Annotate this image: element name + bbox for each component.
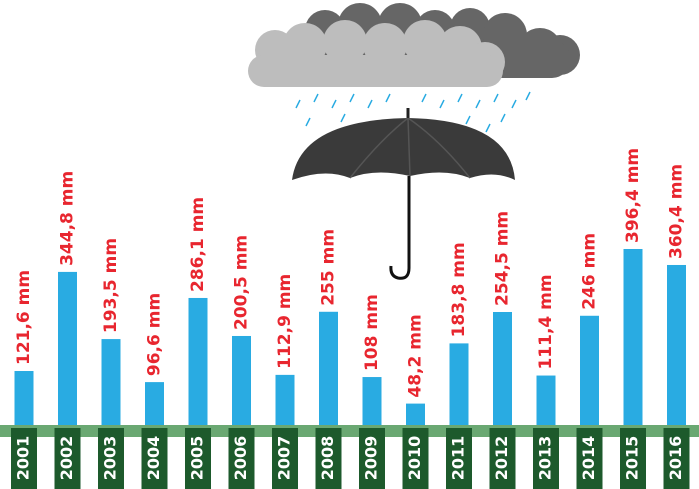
- value-label: 112,9 mm: [275, 274, 295, 369]
- value-label: 344,8 mm: [58, 171, 78, 266]
- cloud-illustration: [248, 3, 580, 133]
- bar: [623, 248, 643, 425]
- value-label: 111,4 mm: [536, 274, 556, 369]
- ground-band: [0, 425, 699, 437]
- x-tick-label: 2011: [449, 436, 468, 481]
- year-box: [533, 428, 559, 489]
- x-tick-label: 2013: [536, 436, 555, 481]
- value-label: 183,8 mm: [449, 242, 469, 337]
- x-tick-label: 2015: [623, 436, 642, 481]
- bar: [14, 371, 34, 425]
- value-label: 121,6 mm: [14, 270, 34, 365]
- value-label: 200,5 mm: [232, 235, 252, 330]
- year-box: [272, 428, 298, 489]
- x-tick-label: 2012: [492, 436, 511, 481]
- bar: [362, 377, 382, 425]
- value-label: 255 mm: [319, 229, 339, 306]
- bar: [319, 311, 338, 425]
- year-box: [489, 428, 516, 489]
- x-tick-label: 2007: [275, 436, 294, 481]
- value-label: 246 mm: [580, 233, 600, 310]
- bar: [275, 374, 295, 425]
- year-box: [185, 428, 211, 489]
- x-tick-label: 2005: [188, 436, 207, 481]
- year-box: [620, 428, 646, 489]
- x-tick-label: 2014: [579, 436, 598, 481]
- year-box: [359, 428, 385, 489]
- x-tick-label: 2009: [362, 436, 381, 481]
- value-label: 396,4 mm: [623, 148, 643, 243]
- year-box: [141, 428, 168, 489]
- bar: [145, 382, 164, 425]
- value-label: 96,6 mm: [145, 293, 165, 376]
- year-box: [11, 428, 37, 489]
- bar: [188, 297, 208, 425]
- x-tick-label: 2004: [144, 436, 163, 481]
- bar: [406, 403, 425, 425]
- value-label: 108 mm: [362, 294, 382, 371]
- x-tick-label: 2010: [405, 436, 424, 481]
- value-label: 193,5 mm: [101, 238, 121, 333]
- value-label: 254,5 mm: [493, 211, 513, 306]
- year-box: [446, 428, 472, 489]
- bar: [667, 264, 686, 425]
- bar: [449, 343, 469, 425]
- year-box: [576, 428, 603, 489]
- x-tick-label: 2003: [101, 436, 120, 481]
- value-label: 286,1 mm: [188, 197, 208, 292]
- year-box: [54, 428, 81, 489]
- value-label: 360,4 mm: [667, 164, 687, 259]
- bar: [58, 271, 77, 425]
- x-tick-label: 2006: [231, 436, 250, 481]
- x-tick-label: 2001: [14, 436, 33, 481]
- umbrella-illustration: [292, 108, 515, 280]
- bar: [536, 375, 556, 425]
- bar: [101, 339, 121, 425]
- year-box: [315, 428, 342, 489]
- bar: [493, 312, 512, 425]
- year-box: [402, 428, 429, 489]
- year-box: [98, 428, 124, 489]
- year-box: [663, 428, 690, 489]
- year-box: [228, 428, 255, 489]
- x-tick-label: 2002: [57, 436, 76, 481]
- bar: [232, 335, 251, 425]
- x-tick-label: 2016: [666, 436, 685, 481]
- bar: [580, 315, 599, 425]
- x-tick-label: 2008: [318, 436, 337, 481]
- value-label: 48,2 mm: [406, 314, 426, 397]
